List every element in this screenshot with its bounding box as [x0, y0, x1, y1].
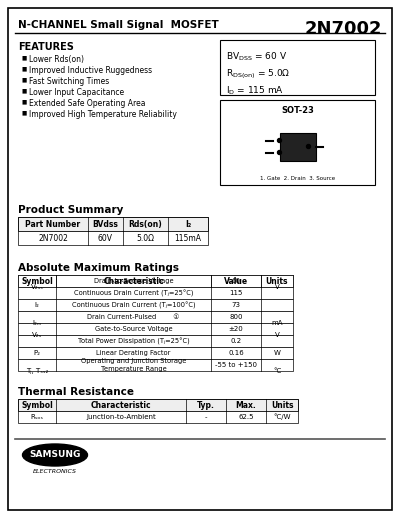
Text: I₂: I₂	[34, 302, 40, 308]
Text: 115: 115	[229, 290, 243, 296]
Bar	[18, 359, 293, 371]
Text: 60: 60	[232, 278, 240, 284]
Text: Drain-to-Source Voltage: Drain-to-Source Voltage	[94, 278, 173, 284]
Text: 0.16: 0.16	[228, 350, 244, 356]
Bar	[280, 133, 316, 161]
Text: Rds(on): Rds(on)	[129, 220, 162, 228]
Bar	[18, 275, 293, 287]
Text: 800: 800	[229, 314, 243, 320]
Text: Typ.: Typ.	[197, 400, 215, 410]
Bar	[18, 275, 293, 287]
Bar	[18, 323, 293, 335]
Text: Product Summary: Product Summary	[18, 205, 123, 215]
Text: $\mathrm{BV_{DSS}}$ = 60 V: $\mathrm{BV_{DSS}}$ = 60 V	[226, 50, 287, 63]
Text: Extended Safe Operating Area: Extended Safe Operating Area	[29, 99, 146, 108]
Text: Improved High Temperature Reliability: Improved High Temperature Reliability	[29, 110, 177, 119]
Text: Absolute Maximum Ratings: Absolute Maximum Ratings	[18, 263, 179, 273]
Text: Gate-to-Source Voltage: Gate-to-Source Voltage	[95, 326, 172, 332]
Text: Part Number: Part Number	[26, 220, 80, 228]
Text: 5.0Ω: 5.0Ω	[136, 234, 154, 242]
Text: Symbol: Symbol	[21, 400, 53, 410]
Circle shape	[278, 138, 282, 142]
Bar	[18, 335, 293, 347]
Text: Improved Inductive Ruggedness: Improved Inductive Ruggedness	[29, 66, 152, 75]
Text: 2N7002: 2N7002	[38, 234, 68, 242]
Bar	[18, 217, 208, 231]
Text: 1. Gate  2. Drain  3. Source: 1. Gate 2. Drain 3. Source	[260, 176, 335, 181]
Text: I₂: I₂	[185, 220, 191, 228]
Bar	[18, 399, 298, 411]
Text: -: -	[205, 414, 207, 420]
Text: N-CHANNEL Small Signal  MOSFET: N-CHANNEL Small Signal MOSFET	[18, 20, 219, 30]
Text: $\mathrm{I_D}$ = 115 mA: $\mathrm{I_D}$ = 115 mA	[226, 84, 284, 96]
Text: V: V	[275, 332, 279, 338]
Bar	[18, 275, 293, 287]
Circle shape	[306, 145, 310, 149]
Text: ■: ■	[22, 77, 27, 82]
Text: BVdss: BVdss	[92, 220, 118, 228]
Text: °C/W: °C/W	[273, 414, 291, 421]
Text: 62.5: 62.5	[238, 414, 254, 420]
Bar	[18, 347, 293, 359]
Text: 2N7002: 2N7002	[304, 20, 382, 38]
Text: Junction-to-Ambient: Junction-to-Ambient	[86, 414, 156, 420]
Text: ±20: ±20	[229, 326, 243, 332]
Text: Drain Current-Pulsed        ①: Drain Current-Pulsed ①	[87, 314, 180, 320]
Circle shape	[278, 151, 282, 154]
Bar	[18, 311, 293, 323]
Text: ■: ■	[22, 66, 27, 71]
Text: Max.: Max.	[236, 400, 256, 410]
Text: 60V: 60V	[98, 234, 113, 242]
Text: 0.2: 0.2	[230, 338, 242, 344]
Text: Lower Input Capacitance: Lower Input Capacitance	[29, 88, 124, 97]
Text: Fast Switching Times: Fast Switching Times	[29, 77, 109, 86]
Text: W: W	[274, 350, 280, 356]
Text: Units: Units	[271, 400, 293, 410]
Text: Rₛₒₛ: Rₛₒₛ	[30, 414, 44, 420]
Bar	[220, 100, 375, 185]
Text: Thermal Resistance: Thermal Resistance	[18, 387, 134, 397]
Text: -55 to +150: -55 to +150	[215, 362, 257, 368]
Bar	[220, 40, 375, 95]
Bar	[18, 411, 298, 423]
Text: Units: Units	[266, 277, 288, 285]
Text: Linear Derating Factor: Linear Derating Factor	[96, 350, 171, 356]
Text: $\mathrm{R_{DS(on)}}$ = 5.0Ω: $\mathrm{R_{DS(on)}}$ = 5.0Ω	[226, 67, 290, 81]
Text: Symbol: Symbol	[21, 277, 53, 285]
Text: Total Power Dissipation (Tⱼ=25°C): Total Power Dissipation (Tⱼ=25°C)	[78, 337, 189, 344]
Text: Value: Value	[224, 277, 248, 285]
Text: Tⱼ, Tₛₛ₂: Tⱼ, Tₛₛ₂	[26, 368, 48, 374]
Text: SAMSUNG: SAMSUNG	[29, 450, 81, 459]
Bar	[18, 217, 208, 231]
Ellipse shape	[22, 444, 88, 466]
Text: V₂ₛ: V₂ₛ	[32, 332, 42, 338]
Text: Operating and Junction Storage
Temperature Range: Operating and Junction Storage Temperatu…	[81, 358, 186, 371]
Text: ■: ■	[22, 110, 27, 115]
Text: V₂ₛₛ: V₂ₛₛ	[30, 284, 44, 290]
Text: 115mA: 115mA	[174, 234, 202, 242]
Text: ■: ■	[22, 88, 27, 93]
Text: ■: ■	[22, 55, 27, 60]
Text: SOT-23: SOT-23	[281, 106, 314, 115]
Text: FEATURES: FEATURES	[18, 42, 74, 52]
Text: I₂ₘ: I₂ₘ	[32, 320, 42, 326]
Text: mA: mA	[271, 320, 283, 326]
Text: V: V	[275, 284, 279, 290]
Text: ■: ■	[22, 99, 27, 104]
Bar	[18, 299, 293, 311]
Text: Lower Rds(on): Lower Rds(on)	[29, 55, 84, 64]
Text: Characteristic: Characteristic	[91, 400, 151, 410]
Text: ELECTRONICS: ELECTRONICS	[33, 469, 77, 474]
Text: Continuous Drain Current (Tⱼ=25°C): Continuous Drain Current (Tⱼ=25°C)	[74, 290, 193, 297]
Bar	[18, 231, 208, 245]
Text: P₂: P₂	[34, 350, 40, 356]
Bar	[18, 399, 298, 411]
Text: Characteristic: Characteristic	[103, 277, 164, 285]
Text: Continuous Drain Current (Tⱼ=100°C): Continuous Drain Current (Tⱼ=100°C)	[72, 301, 195, 309]
Bar	[18, 287, 293, 299]
Text: 73: 73	[232, 302, 240, 308]
Text: °C: °C	[273, 368, 281, 374]
